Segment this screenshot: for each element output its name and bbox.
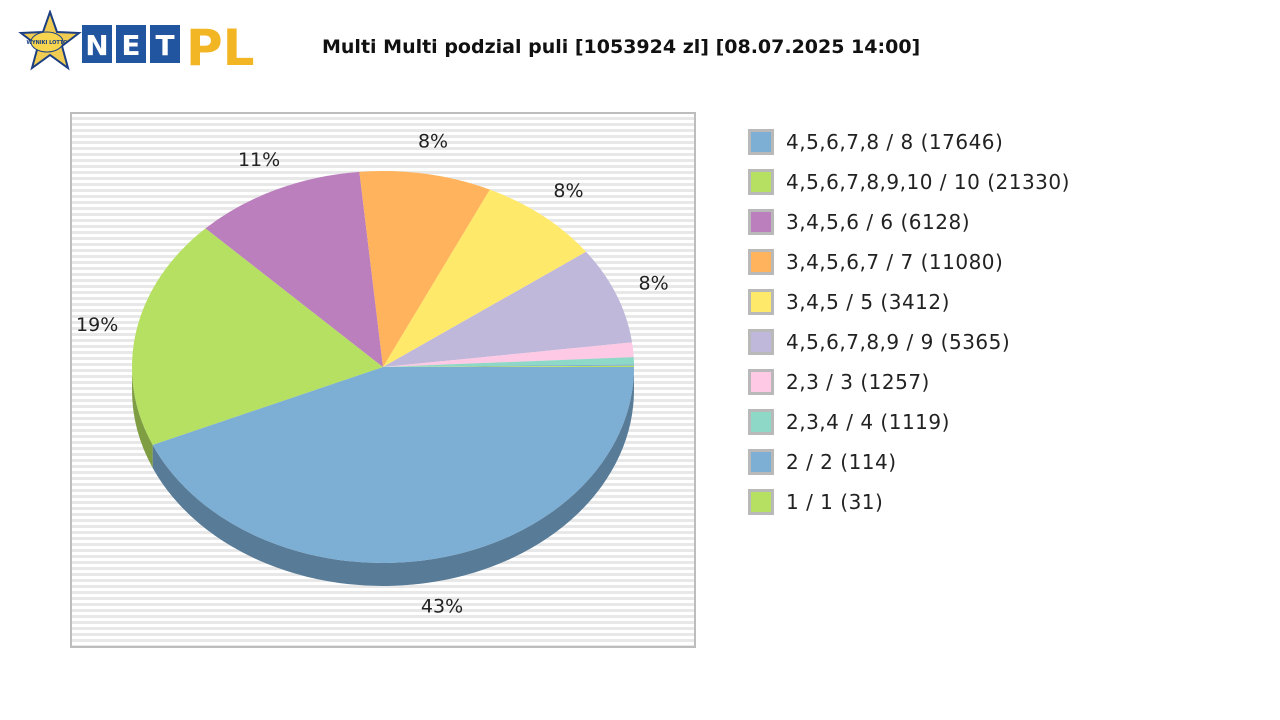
legend-swatch xyxy=(748,409,774,435)
logo-letter-n: N xyxy=(85,29,108,62)
legend-item: 3,4,5,6,7 / 7 (11080) xyxy=(748,242,1070,282)
pie-percent-label: 8% xyxy=(553,180,583,202)
legend-label: 3,4,5 / 5 (3412) xyxy=(786,290,950,314)
pie-slices xyxy=(132,171,634,563)
pie-labels: 43%19%11%8%8%8%1%1%0%0% xyxy=(76,130,669,618)
chart-title: Multi Multi podzial puli [1053924 zl] [0… xyxy=(322,36,921,58)
legend-label: 4,5,6,7,8,9 / 9 (5365) xyxy=(786,330,1011,354)
legend-label: 2 / 2 (114) xyxy=(786,450,897,474)
legend-item: 4,5,6,7,8,9,10 / 10 (21330) xyxy=(748,162,1070,202)
pie-percent-label: 11% xyxy=(238,149,280,171)
legend-swatch xyxy=(748,489,774,515)
legend-swatch xyxy=(748,209,774,235)
pie-slice xyxy=(359,171,490,367)
pie-slice xyxy=(152,367,634,563)
pie-slice-side xyxy=(132,367,153,468)
legend-label: 3,4,5,6 / 6 (6128) xyxy=(786,210,971,234)
legend-item: 3,4,5,6 / 6 (6128) xyxy=(748,202,1070,242)
legend-label: 4,5,6,7,8 / 8 (17646) xyxy=(786,130,1004,154)
pie-percent-label: 43% xyxy=(421,596,463,618)
pie-percent-label: 8% xyxy=(418,130,448,152)
logo-letter-e: E xyxy=(121,29,140,62)
pie-slice xyxy=(383,251,633,367)
legend-swatch xyxy=(748,169,774,195)
pie-slice xyxy=(383,357,634,367)
legend-swatch xyxy=(748,129,774,155)
logo-letter-t: T xyxy=(155,29,174,62)
legend-item: 1 / 1 (31) xyxy=(748,482,1070,522)
legend-swatch xyxy=(748,369,774,395)
legend-label: 2,3 / 3 (1257) xyxy=(786,370,930,394)
legend-item: 3,4,5 / 5 (3412) xyxy=(748,282,1070,322)
pie-slice xyxy=(205,171,383,367)
legend-item: 2,3 / 3 (1257) xyxy=(748,362,1070,402)
legend-item: 2,3,4 / 4 (1119) xyxy=(748,402,1070,442)
pie-slice xyxy=(383,364,634,367)
legend-label: 2,3,4 / 4 (1119) xyxy=(786,410,950,434)
netpl-logo: WYNIKI LOTTO N E T PL xyxy=(18,8,268,80)
pie-slice xyxy=(132,228,383,445)
legend-label: 4,5,6,7,8,9,10 / 10 (21330) xyxy=(786,170,1070,194)
pie-chart: 43%19%11%8%8%8%1%1%0%0% xyxy=(76,130,669,618)
pie-percent-label: 8% xyxy=(638,272,668,294)
legend-label: 3,4,5,6,7 / 7 (11080) xyxy=(786,250,1004,274)
legend-item: 2 / 2 (114) xyxy=(748,442,1070,482)
logo-graphic: WYNIKI LOTTO N E T PL xyxy=(18,8,255,77)
legend-swatch xyxy=(748,289,774,315)
pie-slice xyxy=(383,189,587,367)
legend-label: 1 / 1 (31) xyxy=(786,490,884,514)
legend-swatch xyxy=(748,249,774,275)
pie-percent-label: 19% xyxy=(76,314,118,336)
legend-swatch xyxy=(748,449,774,475)
logo-badge-text: WYNIKI LOTTO xyxy=(26,40,67,46)
legend-swatch xyxy=(748,329,774,355)
logo-badge xyxy=(30,31,64,53)
legend-item: 4,5,6,7,8,9 / 9 (5365) xyxy=(748,322,1070,362)
legend: 4,5,6,7,8 / 8 (17646) 4,5,6,7,8,9,10 / 10… xyxy=(748,122,1070,522)
pie-sides xyxy=(132,367,634,587)
pie-slice xyxy=(383,342,634,367)
legend-item: 4,5,6,7,8 / 8 (17646) xyxy=(748,122,1070,162)
logo-pl-text: PL xyxy=(186,19,255,77)
